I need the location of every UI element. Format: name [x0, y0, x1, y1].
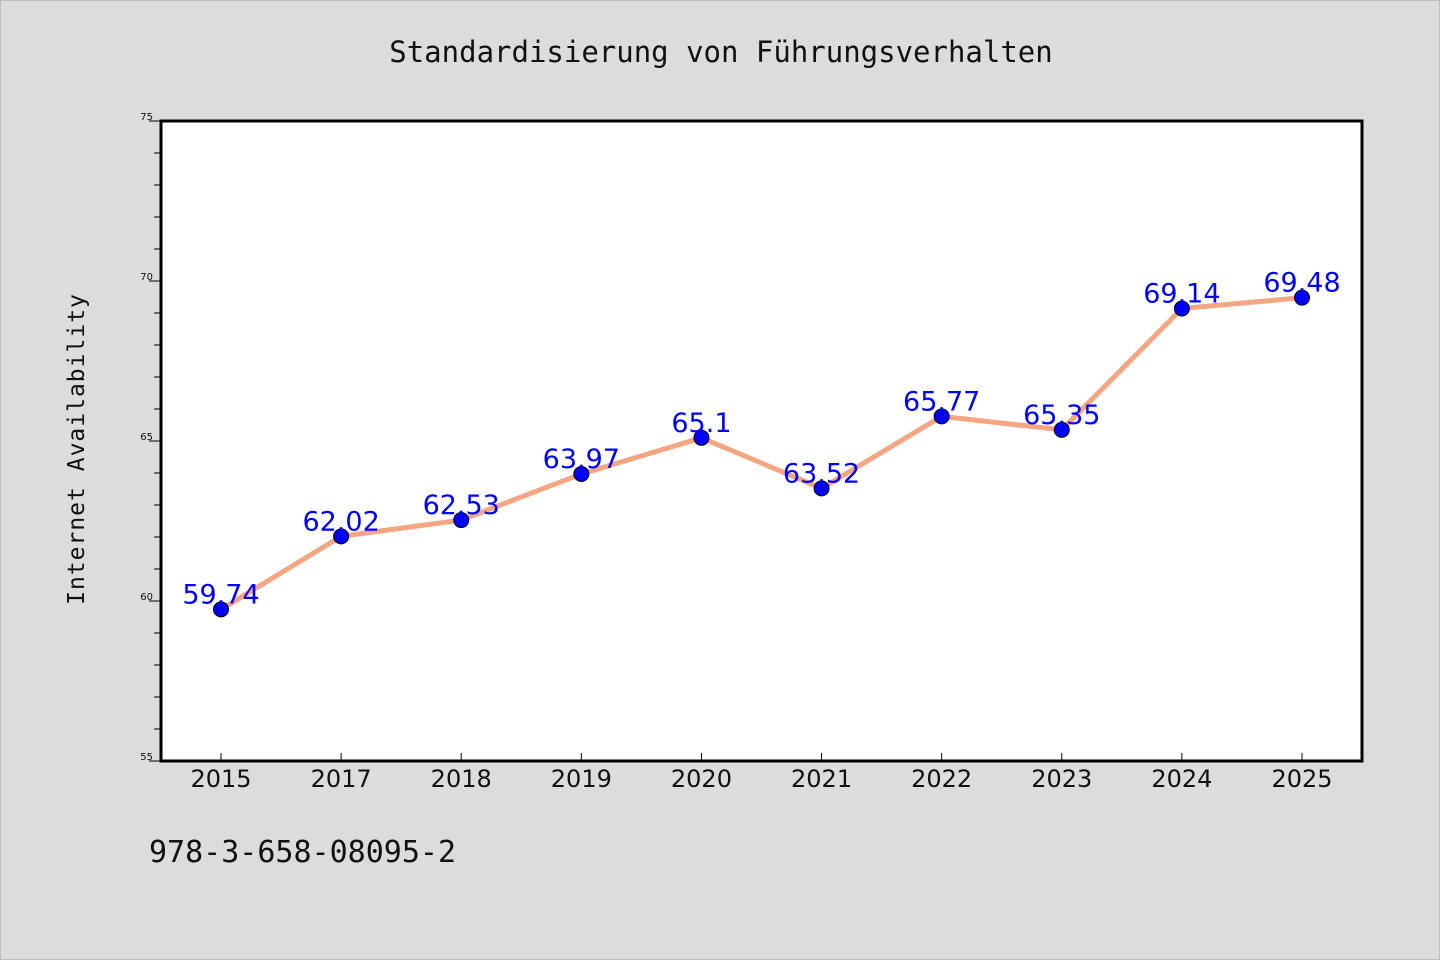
- data-point: [1294, 289, 1310, 306]
- data-point: [1053, 421, 1070, 438]
- chart-title: Standardisierung von Führungsverhalten: [389, 35, 1053, 69]
- x-tick-label: 2025: [1271, 765, 1332, 793]
- data-point: [693, 429, 710, 446]
- series-line: [218, 295, 1305, 612]
- data-point: [813, 480, 830, 497]
- x-tick-label: 2015: [190, 765, 251, 793]
- data-label: 69.48: [1263, 268, 1340, 299]
- y-tick-label: 75: [140, 112, 153, 123]
- data-label: 65.77: [903, 386, 980, 417]
- plot-area: [159, 119, 1364, 763]
- data-label: 65.1: [671, 408, 731, 439]
- data-label: 65.35: [1023, 400, 1100, 431]
- data-label: 62.02: [302, 506, 379, 537]
- data-point: [453, 512, 470, 529]
- data-point: [333, 528, 350, 545]
- y-tick-label: 60: [140, 592, 153, 603]
- x-tick-label: 2024: [1151, 765, 1212, 793]
- data-label: 63.52: [783, 458, 860, 489]
- data-point: [1173, 300, 1190, 317]
- y-tick-label: 65: [140, 432, 153, 443]
- data-point: [933, 408, 950, 425]
- x-tick-label: 2017: [311, 765, 372, 793]
- data-point: [213, 601, 229, 618]
- y-tick-label: 70: [140, 272, 153, 283]
- x-tick-label: 2023: [1031, 765, 1092, 793]
- x-tick-label: 2018: [431, 765, 492, 793]
- data-label: 62.53: [423, 490, 500, 521]
- x-tick-label: 2022: [911, 765, 972, 793]
- series-group: [213, 289, 1310, 618]
- data-labels: 59.74 62.02 62.53 63.97 65.1 63.52 65.77 65.35 6…: [182, 268, 1340, 611]
- y-axis: 55 60 65 70 75: [140, 112, 161, 763]
- data-label: 63.97: [543, 444, 620, 475]
- footer-code: 978-3-658-08095-2: [149, 835, 457, 870]
- y-tick-label: 55: [140, 752, 153, 763]
- x-tick-label: 2020: [671, 765, 732, 793]
- data-label: 69.14: [1143, 279, 1220, 310]
- data-point: [573, 465, 590, 482]
- x-axis: 2015 2017 2018 2019 2020 2021 2022 2023 2024 2025: [190, 753, 1333, 793]
- x-tick-label: 2019: [551, 765, 612, 793]
- data-label: 59.74: [182, 579, 259, 610]
- x-tick-label: 2021: [791, 765, 852, 793]
